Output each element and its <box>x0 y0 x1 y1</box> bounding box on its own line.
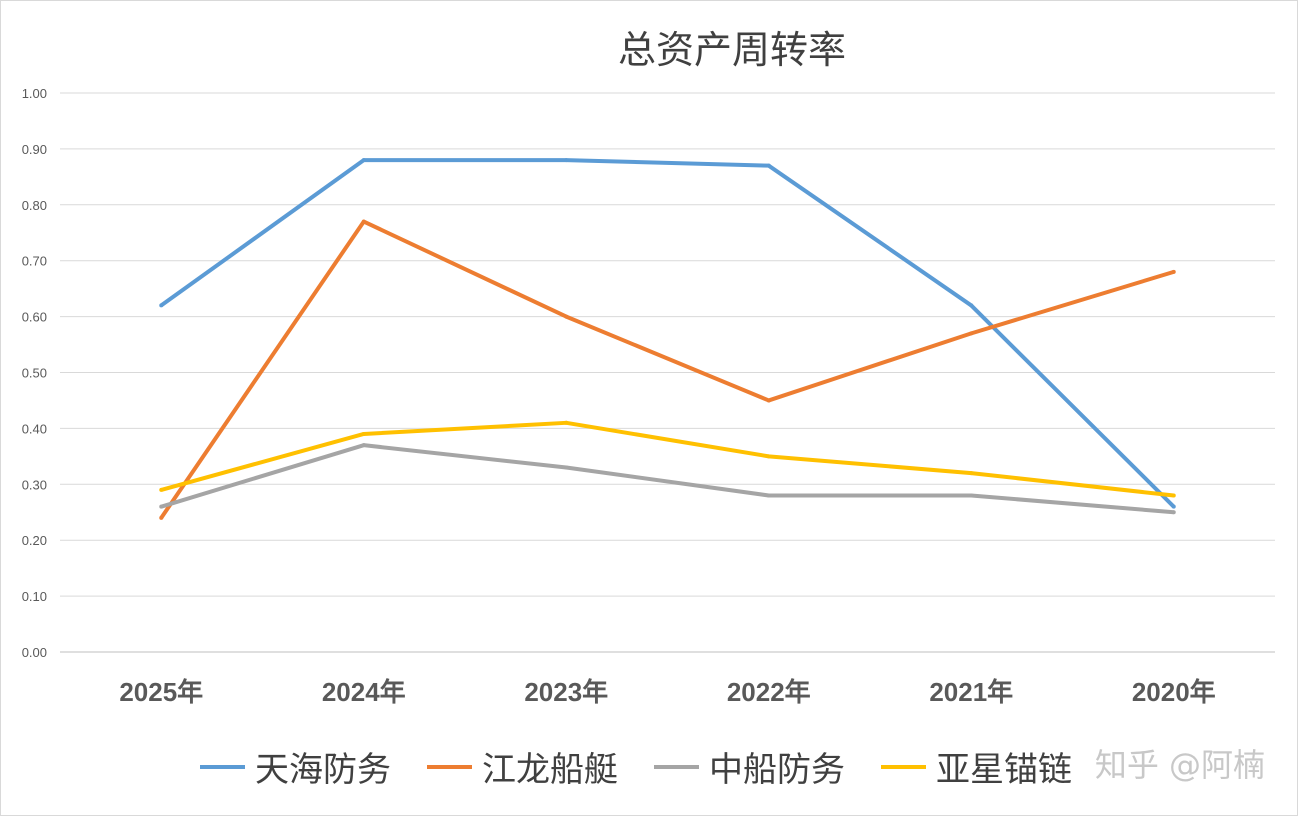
y-tick-label: 0.10 <box>22 589 47 604</box>
y-tick-label: 0.20 <box>22 533 47 548</box>
data-point <box>361 431 366 436</box>
y-tick-label: 0.00 <box>22 645 47 660</box>
legend-item: 江龙船艇 <box>427 750 618 790</box>
data-point <box>159 504 164 509</box>
chart-title: 总资产周转率 <box>618 28 846 72</box>
legend-item: 中船防务 <box>654 750 845 790</box>
y-tick-label: 0.90 <box>22 142 47 157</box>
data-point <box>159 515 164 520</box>
y-tick-label: 0.80 <box>22 198 47 213</box>
data-point <box>564 314 569 319</box>
data-point <box>766 398 771 403</box>
data-point <box>361 219 366 224</box>
legend-label: 亚星锚链 <box>936 750 1072 790</box>
y-tick-label: 1.00 <box>22 86 47 101</box>
data-point <box>969 331 974 336</box>
data-point <box>766 493 771 498</box>
data-point <box>969 493 974 498</box>
legend-label: 中船防务 <box>709 750 845 790</box>
data-point <box>564 158 569 163</box>
x-tick-label: 2025年 <box>119 677 203 707</box>
series-line-0 <box>160 158 1176 509</box>
x-tick-label: 2022年 <box>727 677 811 707</box>
x-tick-label: 2024年 <box>322 677 406 707</box>
data-point <box>564 420 569 425</box>
watermark: 知乎 @阿楠 <box>1095 746 1265 784</box>
data-point <box>361 158 366 163</box>
data-point <box>969 471 974 476</box>
legend-label: 江龙船艇 <box>482 750 618 790</box>
legend-label: 天海防务 <box>255 750 391 790</box>
y-tick-label: 0.50 <box>22 366 47 381</box>
y-tick-label: 0.60 <box>22 310 47 325</box>
data-point <box>969 303 974 308</box>
y-tick-label: 0.30 <box>22 477 47 492</box>
data-point <box>766 163 771 168</box>
data-point <box>159 487 164 492</box>
x-tick-label: 2023年 <box>524 677 608 707</box>
data-point <box>1171 510 1176 515</box>
data-point <box>1171 504 1176 509</box>
series-line-2 <box>160 443 1174 515</box>
data-point <box>766 454 771 459</box>
series-line-3 <box>160 420 1174 498</box>
series-line-1 <box>159 219 1175 519</box>
x-tick-label: 2020年 <box>1132 677 1216 707</box>
data-point <box>1171 269 1176 274</box>
data-point <box>159 303 164 308</box>
legend-item: 亚星锚链 <box>881 750 1072 790</box>
data-point <box>564 465 569 470</box>
legend-item: 天海防务 <box>200 750 391 790</box>
data-point <box>1171 493 1176 498</box>
y-tick-label: 0.40 <box>22 421 47 436</box>
data-point <box>361 443 366 448</box>
x-tick-label: 2021年 <box>929 677 1013 707</box>
y-tick-label: 0.70 <box>22 254 47 269</box>
